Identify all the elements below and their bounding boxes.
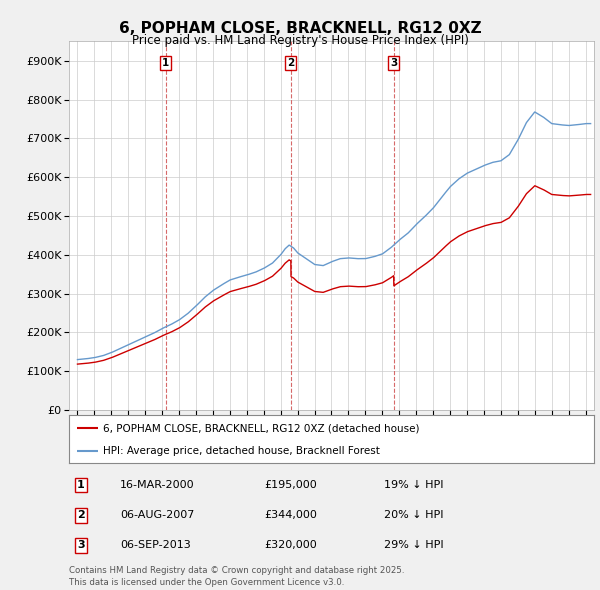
Text: 06-AUG-2007: 06-AUG-2007 bbox=[120, 510, 194, 520]
Text: 1: 1 bbox=[162, 58, 169, 68]
Text: 2: 2 bbox=[77, 510, 85, 520]
Text: 06-SEP-2013: 06-SEP-2013 bbox=[120, 540, 191, 550]
Text: 1: 1 bbox=[77, 480, 85, 490]
Text: HPI: Average price, detached house, Bracknell Forest: HPI: Average price, detached house, Brac… bbox=[103, 446, 380, 456]
Text: £195,000: £195,000 bbox=[264, 480, 317, 490]
Text: 6, POPHAM CLOSE, BRACKNELL, RG12 0XZ: 6, POPHAM CLOSE, BRACKNELL, RG12 0XZ bbox=[119, 21, 481, 35]
Text: £344,000: £344,000 bbox=[264, 510, 317, 520]
Text: 6, POPHAM CLOSE, BRACKNELL, RG12 0XZ (detached house): 6, POPHAM CLOSE, BRACKNELL, RG12 0XZ (de… bbox=[103, 423, 419, 433]
Text: £320,000: £320,000 bbox=[264, 540, 317, 550]
Text: Price paid vs. HM Land Registry's House Price Index (HPI): Price paid vs. HM Land Registry's House … bbox=[131, 34, 469, 47]
Text: 19% ↓ HPI: 19% ↓ HPI bbox=[384, 480, 443, 490]
Text: 16-MAR-2000: 16-MAR-2000 bbox=[120, 480, 194, 490]
Text: 29% ↓ HPI: 29% ↓ HPI bbox=[384, 540, 443, 550]
Text: 3: 3 bbox=[77, 540, 85, 550]
Text: Contains HM Land Registry data © Crown copyright and database right 2025.
This d: Contains HM Land Registry data © Crown c… bbox=[69, 566, 404, 587]
Text: 2: 2 bbox=[287, 58, 295, 68]
Text: 3: 3 bbox=[390, 58, 397, 68]
Text: 20% ↓ HPI: 20% ↓ HPI bbox=[384, 510, 443, 520]
